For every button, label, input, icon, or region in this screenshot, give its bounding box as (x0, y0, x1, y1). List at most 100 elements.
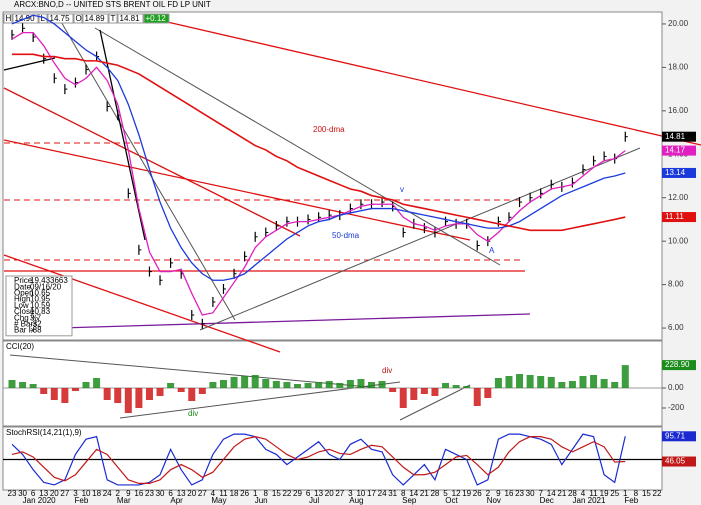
quote-box (117, 13, 144, 24)
y-tick-label: 8.00 (668, 280, 684, 289)
bar (93, 378, 101, 388)
x-tick-label: 27 (335, 489, 344, 498)
trend-line (399, 384, 471, 421)
x-month-label: Oct (445, 496, 458, 505)
series-line (11, 433, 626, 486)
x-tick-label: 11 (219, 489, 228, 498)
x-tick-label: 31 (388, 489, 397, 498)
bar (71, 388, 79, 391)
bar (145, 388, 153, 400)
info-text: 3.7 (30, 313, 42, 322)
last-value-box (662, 360, 696, 371)
bar (410, 388, 418, 400)
last-value-label: 11.11 (665, 212, 684, 221)
panel-title: CCI(20) (6, 342, 34, 351)
x-tick-label: 3 (73, 489, 78, 498)
bar (262, 379, 270, 388)
quote-box (38, 13, 48, 24)
bar (558, 382, 566, 388)
bar (389, 388, 397, 392)
bar (452, 385, 460, 388)
x-tick-label: 8 (634, 489, 639, 498)
x-tick-label: 6 (306, 489, 311, 498)
x-tick-label: 12 (452, 489, 461, 498)
bar (537, 376, 545, 388)
y-tick-label: 18.00 (668, 63, 689, 72)
bar (188, 388, 196, 401)
x-tick-label: 23 (8, 489, 17, 498)
bar (621, 365, 629, 388)
series-line (11, 436, 626, 484)
quote-text: +0.12 (146, 14, 167, 23)
x-tick-label: 27 (60, 489, 69, 498)
bar (29, 384, 37, 388)
price-panel (2, 11, 663, 341)
bar (40, 388, 48, 394)
bar (167, 383, 175, 388)
x-tick-label: 9 (496, 489, 501, 498)
x-tick-label: 30 (526, 489, 535, 498)
x-tick-label: 16 (134, 489, 143, 498)
info-text: 10.65 (30, 289, 51, 298)
bar (198, 388, 206, 394)
trend-line (59, 313, 531, 329)
bar (135, 388, 143, 408)
x-tick-label: 28 (568, 489, 577, 498)
bar (304, 383, 312, 388)
trend-line (99, 29, 146, 241)
quote-text: L (41, 14, 46, 23)
y-tick-label: -200 (668, 403, 685, 412)
x-month-label: May (211, 496, 226, 505)
info-box (5, 275, 73, 337)
last-value-box (662, 131, 696, 142)
x-month-label: Apr (170, 496, 183, 505)
bar (399, 388, 407, 408)
quote-box (82, 13, 109, 24)
trend-line (3, 87, 301, 237)
bar (431, 388, 439, 396)
last-value-box (662, 212, 696, 223)
quote-box (47, 13, 74, 24)
x-tick-label: 14 (409, 489, 418, 498)
bar (114, 388, 122, 403)
panel-title: StochRSI(14,21(1),9) (6, 428, 82, 437)
x-tick-label: 24 (103, 489, 112, 498)
x-tick-label: 22 (282, 489, 291, 498)
y-tick-label: 12.00 (668, 193, 689, 202)
bar (336, 383, 344, 388)
last-value-box (662, 145, 696, 156)
last-value-label: 14.81 (665, 132, 686, 141)
x-tick-label: 16 (505, 489, 514, 498)
info-text: # Bars (14, 320, 37, 329)
x-month-label: Jun (255, 496, 268, 505)
annotation: 50-dma (332, 231, 360, 240)
info-text: Low (14, 301, 29, 310)
rsi-panel (2, 426, 663, 491)
x-tick-label: 8 (264, 489, 269, 498)
x-tick-label: 20 (325, 489, 334, 498)
x-tick-label: 30 (156, 489, 165, 498)
x-month-label: Jan 2020 (23, 496, 56, 505)
last-value-label: 13.14 (665, 168, 686, 177)
x-tick-label: 11 (589, 489, 598, 498)
quote-text: T (111, 14, 116, 23)
info-text: Chg % (14, 313, 38, 322)
x-tick-label: 21 (420, 489, 429, 498)
x-tick-label: 19 (600, 489, 609, 498)
quote-box (143, 13, 170, 24)
bar (272, 381, 280, 388)
bar (177, 388, 185, 392)
annotation: A (489, 246, 495, 255)
y-tick-label: 0.00 (668, 383, 684, 392)
trend-line (3, 57, 56, 71)
x-tick-label: 15 (272, 489, 281, 498)
quote-box (3, 13, 13, 24)
info-text: Close (14, 307, 35, 316)
bar (325, 381, 333, 388)
bar (156, 388, 164, 396)
y-tick-label: 6.00 (668, 323, 684, 332)
x-tick-label: 18 (230, 489, 239, 498)
x-month-label: Dec (540, 496, 554, 505)
